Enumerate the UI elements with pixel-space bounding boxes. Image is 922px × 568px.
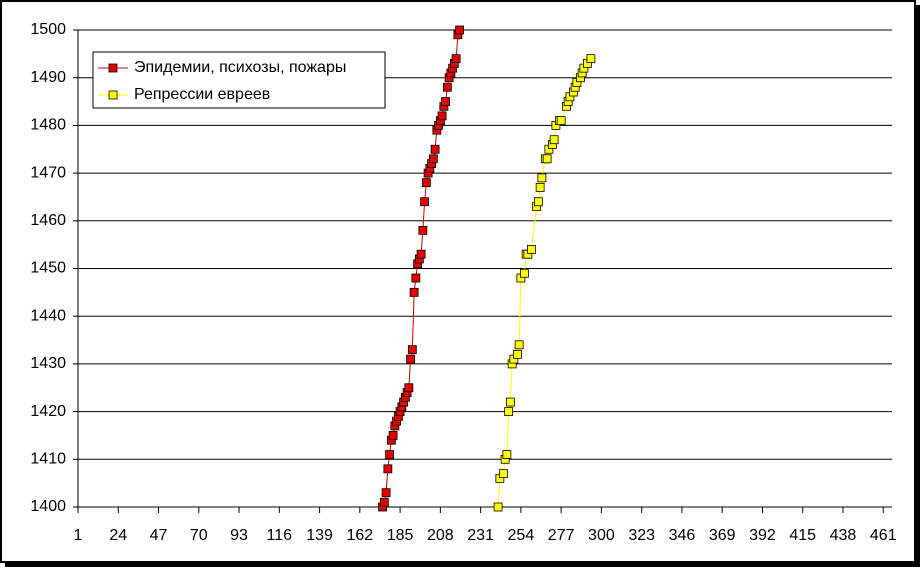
point — [493, 502, 503, 512]
x-tick-label: 70 — [190, 527, 208, 544]
point — [504, 407, 514, 417]
point — [542, 154, 552, 164]
point — [385, 450, 394, 459]
point — [409, 287, 419, 297]
x-tick-label: 162 — [346, 527, 373, 544]
y-tick-label: 1490 — [30, 69, 66, 86]
y-tick-label: 1450 — [30, 260, 66, 277]
point — [406, 354, 416, 364]
x-tick-label: 323 — [628, 527, 655, 544]
x-tick-label: 231 — [467, 527, 494, 544]
y-tick-label: 1440 — [30, 307, 66, 324]
point — [586, 54, 596, 64]
point — [416, 249, 426, 259]
point — [421, 178, 431, 188]
x-tick-label: 346 — [669, 527, 696, 544]
point — [502, 450, 512, 459]
point — [379, 497, 389, 507]
x-tick-label: 208 — [427, 527, 454, 544]
y-tick-label: 1430 — [30, 355, 66, 372]
x-tick-label: 93 — [230, 527, 248, 544]
y-tick-label: 1460 — [30, 212, 66, 229]
point — [407, 345, 417, 354]
point — [549, 135, 559, 145]
y-tick-label: 1500 — [30, 21, 66, 38]
x-tick-label: 438 — [830, 527, 857, 544]
x-tick-label: 461 — [870, 527, 897, 544]
x-tick-label: 116 — [267, 527, 293, 544]
point — [411, 273, 421, 283]
y-tick-label: 1470 — [30, 164, 66, 181]
shadow — [5, 563, 918, 567]
point — [381, 488, 391, 498]
x-tick-label: 24 — [109, 527, 127, 544]
point — [441, 97, 451, 106]
point — [442, 82, 452, 92]
point — [514, 340, 524, 350]
point — [383, 464, 393, 474]
x-tick-label: 185 — [387, 527, 414, 544]
point — [428, 154, 438, 164]
x-tick-label: 1 — [74, 527, 83, 544]
point — [512, 349, 522, 359]
point — [418, 225, 428, 235]
point — [505, 397, 515, 407]
x-tick-label: 300 — [588, 527, 615, 544]
point — [537, 173, 547, 183]
x-tick-label: 415 — [789, 527, 816, 544]
y-tick-label: 1410 — [30, 451, 66, 468]
legend-marker — [108, 63, 118, 73]
point — [451, 54, 461, 64]
x-tick-label: 369 — [709, 527, 736, 544]
point — [455, 25, 465, 35]
point — [498, 469, 508, 479]
legend-box — [92, 51, 386, 109]
legend-label: Эпидемии, психозы, пожары — [134, 59, 346, 76]
point — [388, 431, 398, 440]
point — [533, 197, 543, 207]
x-tick-label: 392 — [749, 527, 776, 544]
point — [519, 268, 529, 278]
y-tick-label: 1420 — [30, 403, 66, 420]
x-tick-label: 254 — [508, 527, 535, 544]
point — [526, 245, 536, 254]
point — [420, 197, 430, 207]
shadow — [916, 5, 920, 567]
point — [437, 111, 447, 121]
legend-label: Репрессии евреев — [134, 86, 270, 103]
point — [404, 383, 414, 393]
legend-marker — [108, 90, 118, 100]
point — [430, 144, 440, 154]
y-tick-label: 1400 — [30, 498, 66, 515]
point — [535, 183, 545, 192]
x-tick-label: 47 — [150, 527, 168, 544]
x-tick-label: 139 — [306, 527, 333, 544]
x-tick-label: 277 — [548, 527, 575, 544]
point — [556, 116, 566, 126]
y-tick-label: 1480 — [30, 117, 66, 134]
